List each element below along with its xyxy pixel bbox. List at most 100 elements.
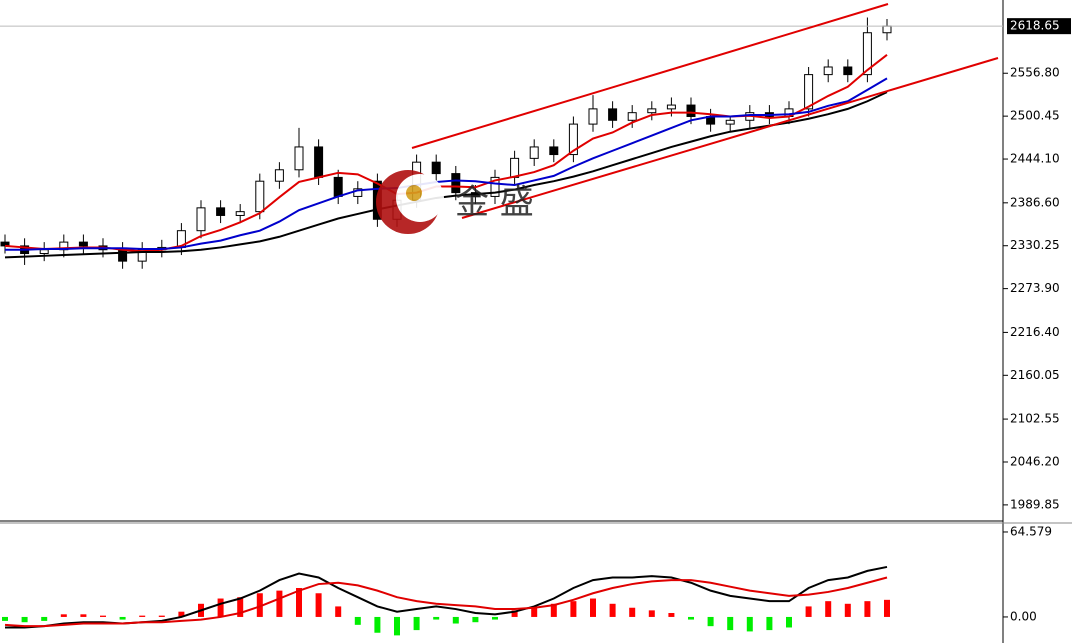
histogram-bar xyxy=(550,603,557,617)
candle-body xyxy=(529,146,539,159)
indicator-line xyxy=(5,77,888,251)
histogram-bar xyxy=(844,603,851,617)
y-tick-label: 2386.60 xyxy=(1010,195,1060,209)
candle-body xyxy=(666,104,676,110)
histogram-bar xyxy=(374,616,381,633)
indicator-line xyxy=(4,91,888,259)
histogram-bar xyxy=(727,616,734,631)
histogram-bar xyxy=(80,614,87,617)
candle-body xyxy=(78,241,88,247)
histogram-bar xyxy=(609,603,616,617)
candle-body xyxy=(294,146,304,171)
histogram-bar xyxy=(531,606,538,617)
y-tick-label: 2500.45 xyxy=(1010,109,1060,123)
histogram-bar xyxy=(41,616,48,621)
y-tick-label: 2556.80 xyxy=(1010,66,1060,80)
candle-body xyxy=(510,157,520,178)
candle-body xyxy=(314,146,324,178)
histogram-bar xyxy=(648,610,655,617)
candle-body xyxy=(608,108,618,121)
candle-body xyxy=(686,104,696,117)
last-price-label: 2618.65 xyxy=(1010,19,1060,33)
histogram-bar xyxy=(178,611,185,617)
y-tick-label: 2102.55 xyxy=(1010,412,1060,426)
histogram-bar xyxy=(237,597,244,617)
histogram-bar xyxy=(786,616,792,628)
candle-body xyxy=(568,123,578,156)
histogram-bar xyxy=(413,616,420,631)
histogram-bar xyxy=(433,616,440,620)
candle-body xyxy=(823,66,833,76)
histogram-bar xyxy=(158,615,165,617)
y-tick-label: 2160.05 xyxy=(1010,368,1060,382)
histogram-bar xyxy=(315,593,322,617)
histogram-bar xyxy=(100,615,106,617)
candle-body xyxy=(333,176,343,197)
candle-body xyxy=(431,161,441,175)
histogram-bar xyxy=(805,606,812,617)
histogram-bar xyxy=(452,616,459,624)
y-tick-label: 2444.10 xyxy=(1010,152,1060,166)
histogram-bar xyxy=(217,598,224,617)
candle-body xyxy=(627,112,637,121)
candle-body xyxy=(549,146,559,156)
histogram-bar xyxy=(335,606,342,617)
histogram-bar xyxy=(256,593,263,617)
histogram-bar xyxy=(864,601,871,617)
candle-body xyxy=(39,249,49,255)
histogram-bar xyxy=(688,616,694,620)
y-tick-label: 64.579 xyxy=(1010,524,1052,538)
histogram-bar xyxy=(394,616,400,636)
histogram-bar xyxy=(590,598,596,617)
candle-body xyxy=(118,249,128,262)
histogram-bar xyxy=(2,616,8,621)
histogram-bar xyxy=(472,616,479,623)
candle-body xyxy=(274,169,284,182)
histogram-bar xyxy=(296,588,302,617)
candle-body xyxy=(235,211,245,216)
y-tick-label: 0.00 xyxy=(1010,609,1037,623)
y-tick-label: 1989.85 xyxy=(1010,497,1060,511)
candle-body xyxy=(862,32,872,76)
watermark-logo xyxy=(376,170,444,234)
candle-body xyxy=(216,207,226,216)
histogram-bar xyxy=(511,610,518,617)
histogram-bar xyxy=(276,590,283,617)
histogram-bar xyxy=(354,616,361,625)
histogram-bar xyxy=(492,616,498,620)
histogram-bar xyxy=(629,607,636,617)
candle-body xyxy=(451,173,461,194)
candle-body xyxy=(725,119,735,125)
channel-line xyxy=(461,57,999,219)
last-price-box xyxy=(1007,18,1071,35)
histogram-bar xyxy=(707,616,714,627)
channel-line xyxy=(411,3,889,149)
candle-body xyxy=(490,176,500,197)
histogram-bar xyxy=(570,601,577,617)
histogram-bar xyxy=(668,613,675,617)
y-tick-label: 2046.20 xyxy=(1010,454,1060,468)
histogram-bar xyxy=(766,616,773,631)
candle-body xyxy=(588,108,598,125)
histogram-bar xyxy=(746,616,753,632)
candle-body xyxy=(804,74,814,110)
candle-body xyxy=(647,108,657,114)
histogram-bar xyxy=(884,599,890,617)
macd-panel: 64.579 0.00 xyxy=(2,524,1052,636)
histogram-bar xyxy=(60,614,67,617)
candle-body xyxy=(843,66,853,76)
histogram-bar xyxy=(21,616,28,623)
histogram-bar xyxy=(139,615,146,617)
histogram-bar xyxy=(825,601,832,617)
y-tick-label: 2273.90 xyxy=(1010,281,1060,295)
histogram-bar xyxy=(119,616,126,620)
candle-body xyxy=(882,25,892,34)
y-tick-label: 2216.40 xyxy=(1010,325,1060,339)
indicator-line xyxy=(4,576,888,628)
candle-body xyxy=(255,180,265,213)
watermark-text: 金 盛 xyxy=(455,183,534,223)
candle-body xyxy=(196,207,206,232)
y-tick-label: 2330.25 xyxy=(1010,238,1060,252)
